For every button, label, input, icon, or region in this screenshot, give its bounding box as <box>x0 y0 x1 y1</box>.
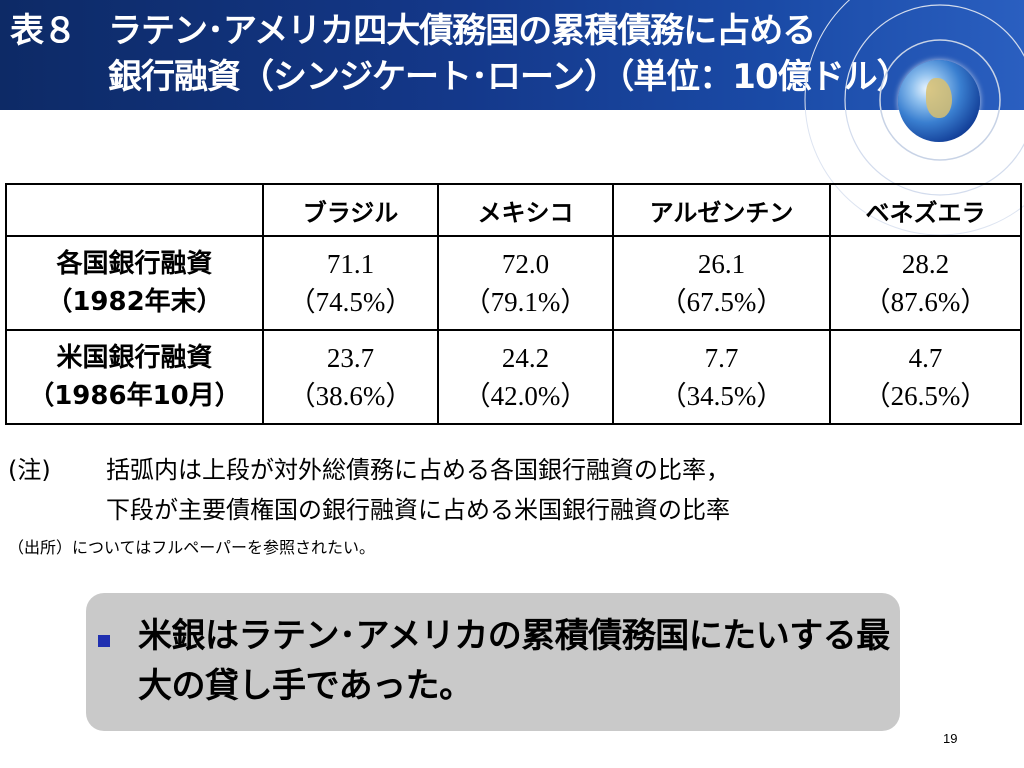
table-cell: 71.1 （74.5%） <box>262 235 439 331</box>
row-sublabel: （1982年末） <box>46 287 223 317</box>
row-header: 各国銀行融資 （1982年末） <box>5 235 264 331</box>
header-argentina: アルゼンチン <box>612 183 831 237</box>
table-cell: 72.0 （79.1%） <box>437 235 614 331</box>
title-banner: 表８ ラテン･アメリカ四大債務国の累積債務に占める 銀行融資（シンジケート･ローン… <box>0 0 1024 110</box>
table-row: 各国銀行融資 （1982年末） 71.1 （74.5%） 72.0 （79.1%… <box>5 235 1022 331</box>
header-mexico: メキシコ <box>437 183 614 237</box>
cell-share: （26.5%） <box>863 381 988 411</box>
cell-value: 23.7 <box>326 343 375 373</box>
cell-share: （87.6%） <box>863 287 988 317</box>
header-brazil: ブラジル <box>262 183 439 237</box>
table-row: 米国銀行融資 （1986年10月） 23.7 （38.6%） 24.2 （42.… <box>5 329 1022 425</box>
cell-share: （38.6%） <box>288 381 413 411</box>
debt-table: ブラジル メキシコ アルゼンチン ベネズエラ 各国銀行融資 （1982年末） 7… <box>5 183 1022 425</box>
table-cell: 7.7 （34.5%） <box>612 329 831 425</box>
note-line-2: 下段が主要債権国の銀行融資に占める米国銀行融資の比率 <box>106 496 730 524</box>
header-empty-cell <box>5 183 264 237</box>
cell-share: （74.5%） <box>288 287 413 317</box>
table-cell: 24.2 （42.0%） <box>437 329 614 425</box>
page-number: 19 <box>943 731 958 746</box>
note-line-1: 括弧内は上段が対外総債務に占める各国銀行融資の比率， <box>106 456 730 484</box>
row-sublabel: （1986年10月） <box>28 381 241 411</box>
cell-value: 7.7 <box>704 343 739 373</box>
table-number: 表８ <box>10 11 77 51</box>
table-note: (注) 括弧内は上段が対外総債務に占める各国銀行融資の比率， 下段が主要債権国の銀… <box>8 450 730 530</box>
title-line-2: 銀行融資（シンジケート･ローン）（単位：10億ドル） <box>108 57 911 97</box>
cell-share: （79.1%） <box>463 287 588 317</box>
cell-share: （42.0%） <box>463 381 588 411</box>
slide-title: 表８ ラテン･アメリカ四大債務国の累積債務に占める 銀行融資（シンジケート･ローン… <box>10 8 911 100</box>
cell-value: 71.1 <box>326 249 375 279</box>
cell-value: 4.7 <box>908 343 943 373</box>
summary-callout: 米銀はラテン･アメリカの累積債務国にたいする最大の貸し手であった。 <box>86 593 900 731</box>
cell-value: 72.0 <box>501 249 550 279</box>
table-cell: 23.7 （38.6%） <box>262 329 439 425</box>
cell-value: 24.2 <box>501 343 550 373</box>
header-venezuela: ベネズエラ <box>829 183 1022 237</box>
table-cell: 4.7 （26.5%） <box>829 329 1022 425</box>
cell-share: （34.5%） <box>659 381 784 411</box>
row-header: 米国銀行融資 （1986年10月） <box>5 329 264 425</box>
row-label: 米国銀行融資 <box>56 343 213 373</box>
cell-value: 26.1 <box>697 249 746 279</box>
table-cell: 26.1 （67.5%） <box>612 235 831 331</box>
table-header-row: ブラジル メキシコ アルゼンチン ベネズエラ <box>5 183 1022 237</box>
callout-text: 米銀はラテン･アメリカの累積債務国にたいする最大の貸し手であった。 <box>138 616 890 706</box>
cell-value: 28.2 <box>901 249 950 279</box>
source-note: （出所）についてはフルペーパーを参照されたい。 <box>8 538 376 557</box>
title-line-1: ラテン･アメリカ四大債務国の累積債務に占める <box>108 11 816 51</box>
note-label: (注) <box>8 456 51 484</box>
bullet-square-icon <box>98 635 110 647</box>
table-cell: 28.2 （87.6%） <box>829 235 1022 331</box>
cell-share: （67.5%） <box>659 287 784 317</box>
globe-icon <box>898 60 980 142</box>
row-label: 各国銀行融資 <box>56 249 213 279</box>
globe-landmass <box>926 78 952 118</box>
